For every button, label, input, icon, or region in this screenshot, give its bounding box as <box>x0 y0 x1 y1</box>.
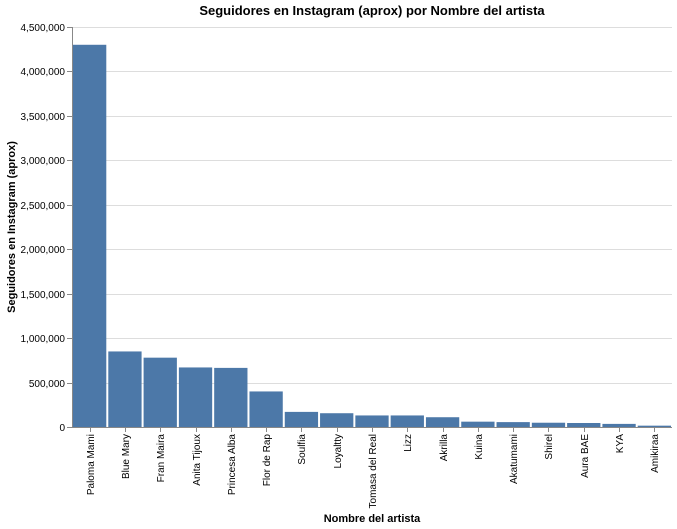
y-tick-label: 4,000,000 <box>21 67 66 78</box>
x-tick-label: Aura BAE <box>580 434 591 478</box>
bar <box>73 44 107 428</box>
y-tick-label: 2,500,000 <box>21 201 66 212</box>
chart-title: Seguidores en Instagram (aprox) por Nomb… <box>199 3 545 18</box>
bar <box>284 411 319 427</box>
x-tick-label: Fran Maira <box>156 434 167 483</box>
x-tick-label: Akrilla <box>439 434 450 462</box>
bars <box>73 44 671 428</box>
y-tick-label: 1,000,000 <box>21 334 66 345</box>
bar <box>390 415 424 427</box>
x-tick-label: KYA <box>615 434 626 454</box>
bar <box>531 422 566 427</box>
bar <box>214 367 248 427</box>
bar <box>108 351 142 427</box>
x-axis-ticks: Paloma Mami Blue Mary Fran Maira Anita Tijo… <box>86 427 661 508</box>
y-tick-label: 2,000,000 <box>21 245 66 256</box>
x-tick-label: Akatumami <box>509 434 520 484</box>
x-tick-label: Loyaltty <box>333 434 344 468</box>
y-axis-ticks: 0 500,000 1,000,000 1,500,000 2,000,000 2,500… <box>21 23 72 434</box>
y-tick-label: 1,500,000 <box>21 290 66 301</box>
y-axis-title: Seguidores en Instagram (aprox) <box>6 141 18 313</box>
bar <box>602 423 636 427</box>
y-tick-label: 3,500,000 <box>21 112 66 123</box>
x-tick-label: Princesa Alba <box>227 434 238 496</box>
bar <box>143 357 177 427</box>
bar <box>425 417 460 427</box>
bar <box>320 413 354 427</box>
x-tick-label: Lizz <box>403 434 414 452</box>
bar <box>355 415 389 427</box>
bar <box>249 391 283 427</box>
gridlines <box>72 27 672 384</box>
x-tick-label: Shirel <box>544 434 555 460</box>
x-tick-label: Flor de Rap <box>262 434 273 487</box>
bar <box>178 367 213 427</box>
bar <box>496 422 530 427</box>
y-tick-label: 500,000 <box>29 379 66 390</box>
bar <box>461 421 495 427</box>
bar <box>637 425 671 427</box>
y-tick-label: 3,000,000 <box>21 156 66 167</box>
x-tick-label: Amikiraa <box>650 434 661 473</box>
x-tick-label: Tomasa del Real <box>368 434 379 508</box>
x-tick-label: Anita Tijoux <box>192 434 203 486</box>
x-axis-title: Nombre del artista <box>324 513 421 525</box>
y-tick-label: 4,500,000 <box>21 23 66 34</box>
bar <box>567 423 601 427</box>
x-tick-label: Soulfia <box>297 434 308 465</box>
x-tick-label: Kuina <box>474 434 485 460</box>
y-tick-label: 0 <box>59 423 65 434</box>
x-tick-label: Blue Mary <box>121 434 132 479</box>
x-tick-label: Paloma Mami <box>86 434 97 495</box>
